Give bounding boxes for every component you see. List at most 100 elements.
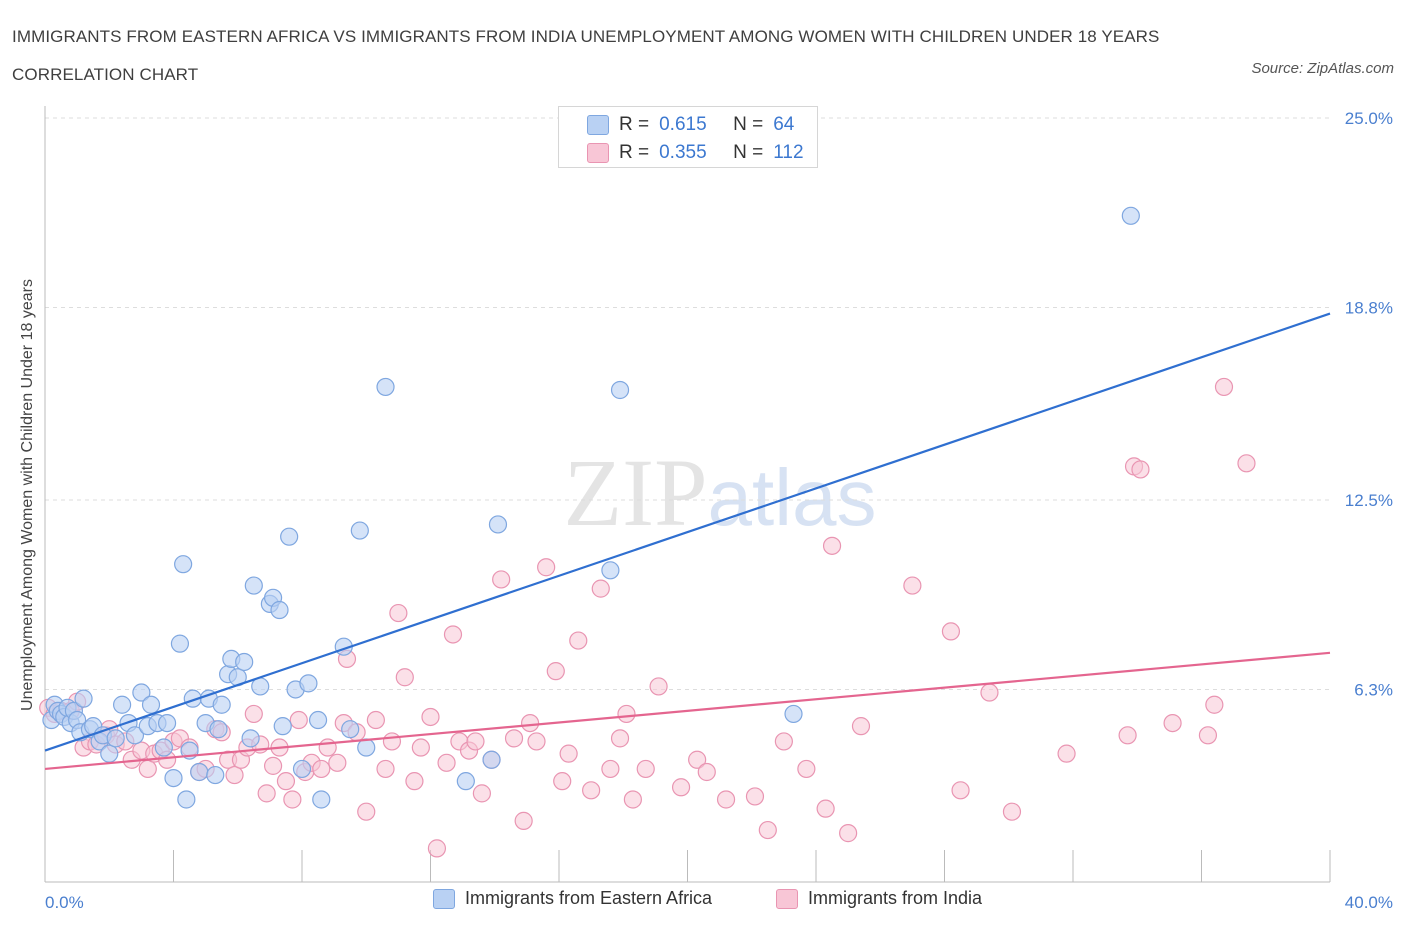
eastern-africa-point — [132, 683, 151, 702]
eastern-africa-point — [174, 555, 193, 574]
legend-n-value: 112 — [773, 142, 804, 163]
eastern-africa-point — [308, 710, 328, 730]
india-point — [366, 710, 385, 730]
eastern-africa-point — [212, 695, 231, 714]
india-point — [774, 732, 793, 751]
eastern-africa-point — [376, 377, 395, 397]
india-point — [601, 759, 620, 779]
india-point — [1237, 454, 1256, 473]
series-legend-india: Immigrants from India — [776, 888, 982, 909]
eastern-africa-point — [170, 634, 190, 653]
legend-r-value: 0.355 — [659, 142, 707, 163]
india-point — [138, 759, 157, 779]
india-point — [559, 744, 578, 763]
india-point — [623, 790, 642, 809]
india-point — [941, 622, 961, 641]
india-point — [289, 710, 308, 730]
series-name-india: Immigrants from India — [808, 888, 983, 908]
eastern-africa-trend-line — [44, 312, 1331, 752]
legend-r-value: 0.615 — [659, 114, 707, 135]
india-point — [466, 732, 485, 751]
legend-r-label: R = — [619, 114, 650, 135]
india-point — [610, 729, 630, 748]
india-point — [472, 784, 491, 803]
eastern-africa-point — [106, 729, 125, 748]
eastern-africa-point — [784, 704, 803, 724]
india-point — [257, 784, 276, 803]
series-swatch-pink — [776, 888, 798, 909]
india-point — [244, 704, 263, 724]
india-point — [1002, 802, 1022, 821]
india-point — [582, 781, 601, 800]
eastern-africa-point — [270, 600, 289, 620]
india-point — [546, 662, 565, 681]
series-legend-eastern-africa: Immigrants from Eastern Africa — [433, 888, 712, 909]
eastern-africa-point — [456, 772, 475, 791]
india-point — [851, 717, 871, 736]
india-point — [421, 707, 440, 727]
india-point — [357, 802, 376, 821]
eastern-africa-point — [112, 695, 132, 714]
eastern-africa-point — [154, 738, 173, 757]
india-point — [671, 778, 691, 797]
legend-swatch-pink — [587, 143, 609, 163]
india-trend-line — [44, 651, 1331, 771]
india-point — [527, 732, 546, 751]
eastern-africa-point — [100, 744, 119, 763]
eastern-africa-point — [177, 790, 196, 809]
x-tick-label: 0.0% — [45, 893, 84, 912]
india-point — [1118, 726, 1137, 745]
legend-r-label: R = — [619, 142, 650, 163]
eastern-africa-point — [209, 720, 228, 739]
india-point — [797, 759, 816, 779]
india-point — [276, 772, 296, 791]
legend-row-eastern-africa: R = 0.615 N = 64 — [559, 111, 794, 139]
watermark: ZIPatlas — [564, 439, 877, 546]
india-point — [636, 759, 655, 779]
y-tick-label: 18.8% — [1345, 298, 1393, 317]
india-point — [1205, 695, 1224, 714]
legend-n-value: 64 — [773, 114, 795, 135]
eastern-africa-point — [482, 750, 501, 769]
series-name-eastern-africa: Immigrants from Eastern Africa — [465, 888, 713, 908]
india-point — [569, 631, 588, 650]
legend-row-india: R = 0.355 N = 112 — [559, 139, 804, 167]
india-point — [758, 820, 777, 840]
india-point — [225, 765, 244, 785]
y-tick-label: 6.3% — [1354, 680, 1393, 699]
y-tick-label: 25.0% — [1345, 109, 1393, 128]
legend-n-label: N = — [733, 142, 764, 163]
legend-n-label: N = — [733, 114, 764, 135]
source-label: Source: ZipAtlas.com — [1251, 60, 1394, 77]
india-point — [903, 576, 922, 595]
eastern-africa-point — [610, 380, 630, 400]
correlation-legend: R = 0.615 N = 64 R = 0.355 N = 112 — [558, 106, 818, 168]
eastern-africa-point — [157, 713, 177, 733]
y-tick-label: 12.5% — [1345, 491, 1393, 510]
x-tick-label: 40.0% — [1345, 893, 1393, 912]
eastern-africa-point — [206, 765, 225, 785]
eastern-africa-point — [273, 717, 292, 736]
india-point — [437, 753, 456, 772]
series-swatch-blue — [433, 888, 455, 909]
eastern-africa-point — [312, 790, 331, 809]
eastern-africa-point — [74, 689, 93, 708]
india-point — [1057, 744, 1076, 763]
eastern-africa-point — [164, 768, 183, 788]
india-point — [427, 839, 447, 858]
eastern-africa-point — [292, 759, 312, 779]
india-point — [405, 772, 424, 791]
india-point — [822, 536, 842, 555]
eastern-africa-point — [235, 652, 254, 672]
india-point — [328, 753, 347, 772]
india-point — [411, 738, 430, 757]
eastern-africa-point — [241, 729, 260, 748]
india-point — [382, 732, 402, 751]
eastern-africa-point — [357, 738, 376, 757]
india-point — [553, 772, 572, 791]
india-point — [443, 625, 463, 644]
eastern-africa-point — [190, 762, 209, 782]
india-point — [283, 790, 302, 809]
india-point — [745, 787, 765, 806]
